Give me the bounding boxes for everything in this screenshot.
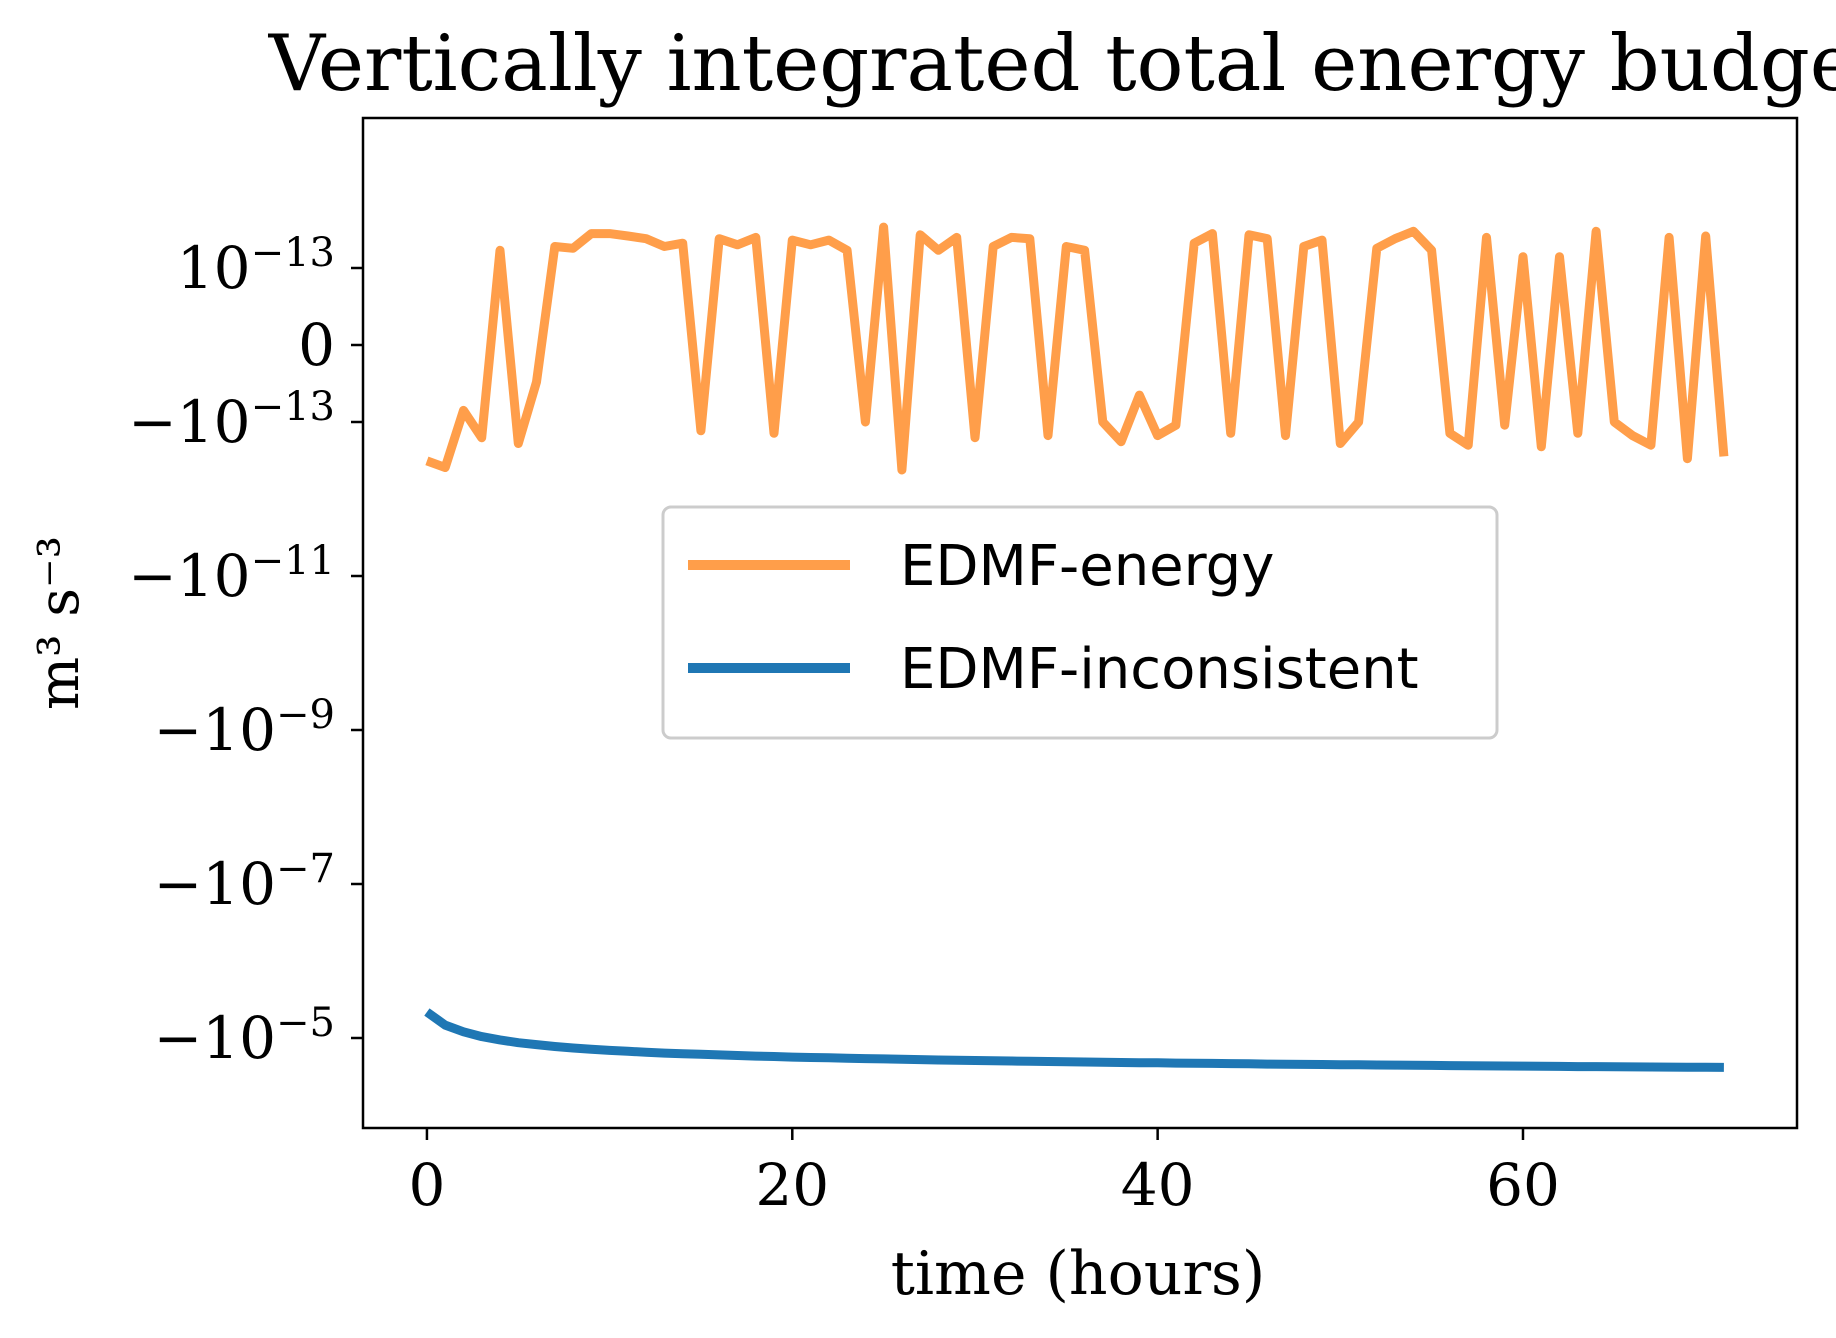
y-tick-label: −10−5 <box>154 1000 335 1072</box>
legend-label-edmf-energy: EDMF-energy <box>900 534 1274 599</box>
plot-area-frame <box>361 116 1799 1130</box>
y-tick-label: 0 <box>298 311 335 379</box>
x-tick-label: 0 <box>408 1151 445 1219</box>
chart-title: Vertically integrated total energy budge… <box>268 19 1836 109</box>
y-tick-label: −10−7 <box>154 846 335 918</box>
legend-label-edmf-inconsistent: EDMF-inconsistent <box>900 637 1419 702</box>
y-axis-label: m³ s⁻³ <box>27 536 92 710</box>
series-line-edmf-inconsistent <box>424 1008 1724 1072</box>
y-tick-label: 10−13 <box>177 230 335 302</box>
y-tick-label: −10−13 <box>128 384 335 456</box>
y-tick-label: −10−11 <box>128 538 335 610</box>
x-tick-label: 40 <box>1121 1151 1195 1219</box>
legend-frame <box>661 505 1499 740</box>
legend: EDMF-energy EDMF-inconsistent <box>661 505 1499 740</box>
x-tick-label: 60 <box>1486 1151 1560 1219</box>
x-axis: 0 20 40 60 <box>408 1128 1560 1219</box>
series-line-edmf-energy <box>425 222 1729 475</box>
series-layer <box>424 222 1729 1072</box>
x-tick-label: 20 <box>755 1151 829 1219</box>
x-axis-label: time (hours) <box>891 1239 1265 1309</box>
y-axis: 10−13 0−10−13 −10−11 −10−9 −10−7 −10−5 <box>128 230 363 1072</box>
y-tick-label: −10−9 <box>154 692 335 764</box>
